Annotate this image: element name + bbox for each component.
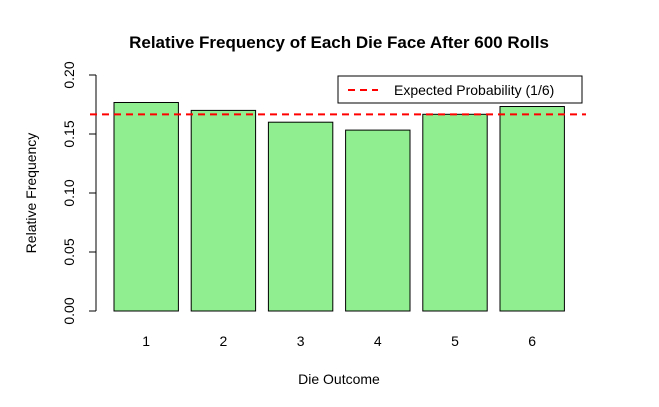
x-tick-label-1: 1 [142, 333, 150, 349]
bar-2 [190, 109, 257, 312]
bar-3 [267, 121, 334, 312]
bar-4 [345, 129, 411, 312]
legend-box [337, 75, 583, 104]
bar-1 [113, 101, 179, 312]
legend-entry-expected-probability: Expected Probability (1/6) [394, 82, 554, 98]
y-axis: 0.00 0.05 0.10 0.15 0.20 [61, 61, 97, 325]
y-axis-label: Relative Frequency [23, 133, 39, 254]
bar-6 [499, 106, 565, 312]
x-tick-label-3: 3 [297, 333, 305, 349]
bars [113, 101, 565, 312]
x-tick-label-2: 2 [220, 333, 228, 349]
x-tick-labels: 1 2 3 4 5 6 [142, 333, 536, 349]
chart-title: Relative Frequency of Each Die Face Afte… [129, 33, 549, 52]
y-tick-label: 0.20 [61, 61, 77, 88]
legend: Expected Probability (1/6) [337, 75, 583, 104]
y-tick-label: 0.00 [61, 297, 77, 324]
x-axis-label: Die Outcome [298, 371, 380, 387]
bar-5 [422, 113, 488, 312]
x-tick-label-4: 4 [374, 333, 382, 349]
y-tick-label: 0.10 [61, 179, 77, 206]
y-tick-label: 0.15 [61, 120, 77, 147]
y-tick-label: 0.05 [61, 238, 77, 265]
x-tick-label-6: 6 [528, 333, 536, 349]
x-tick-label-5: 5 [451, 333, 459, 349]
